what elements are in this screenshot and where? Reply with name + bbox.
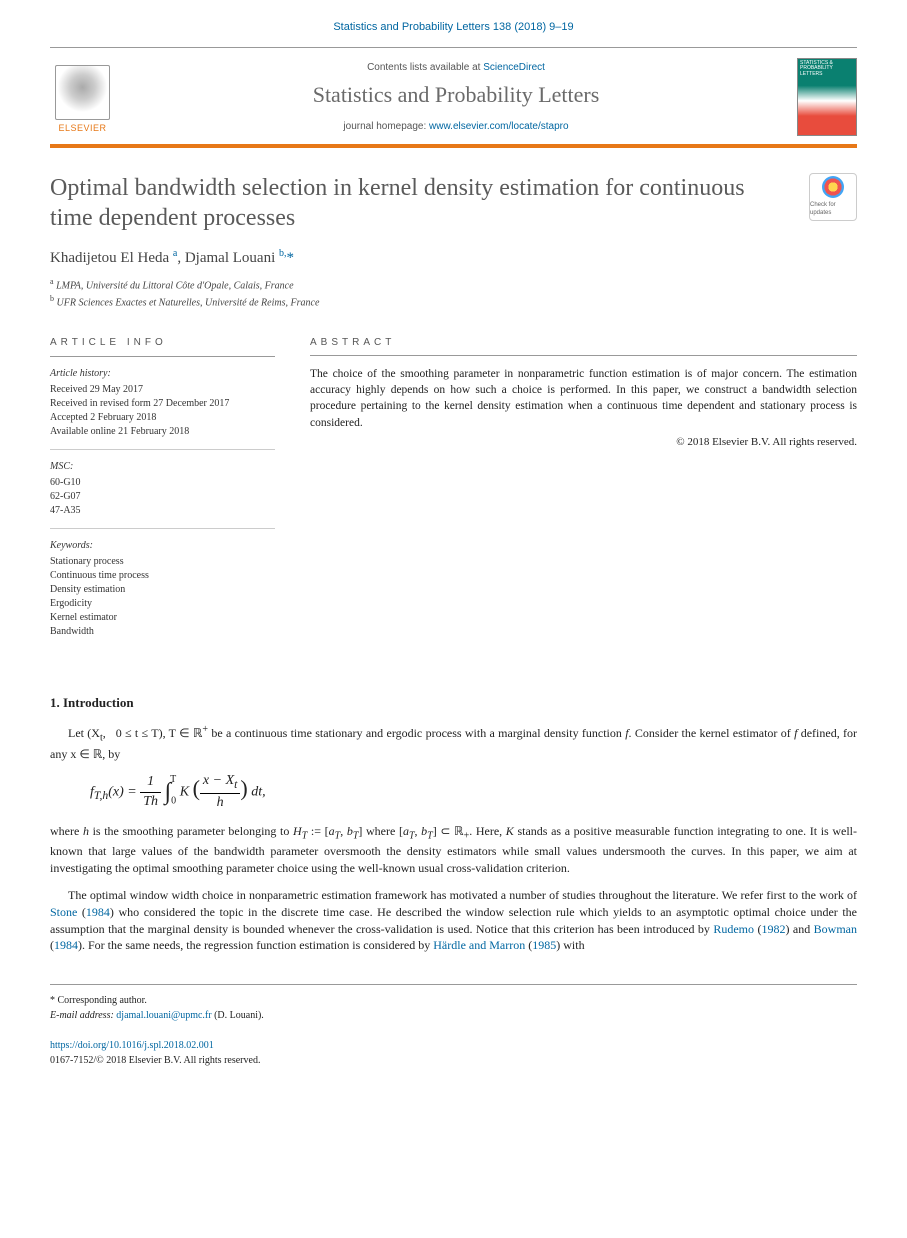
journal-name-heading: Statistics and Probability Letters bbox=[130, 80, 782, 110]
publisher-logo[interactable]: ELSEVIER bbox=[50, 59, 115, 134]
msc-code: 62-G07 bbox=[50, 490, 275, 504]
publisher-name: ELSEVIER bbox=[58, 122, 106, 134]
history-line: Accepted 2 February 2018 bbox=[50, 411, 275, 425]
title-row: Optimal bandwidth selection in kernel de… bbox=[50, 173, 857, 233]
msc-code: 60-G10 bbox=[50, 476, 275, 490]
corresponding-author-label: * Corresponding author. bbox=[50, 993, 857, 1008]
equation-kernel-estimator: fT,h(x) = 1Th ∫0T K (x − Xth) dt, bbox=[90, 772, 857, 812]
keywords-block: Keywords: Stationary process Continuous … bbox=[50, 539, 275, 649]
email-line: E-mail address: djamal.louani@upmc.fr (D… bbox=[50, 1008, 857, 1023]
keyword: Ergodicity bbox=[50, 597, 275, 611]
footer-bottom: https://doi.org/10.1016/j.spl.2018.02.00… bbox=[50, 1038, 857, 1068]
affiliation-a: a LMPA, Université du Littoral Côte d'Op… bbox=[50, 276, 857, 293]
abstract-heading: ABSTRACT bbox=[310, 336, 857, 357]
abstract-copyright: © 2018 Elsevier B.V. All rights reserved… bbox=[310, 435, 857, 450]
affiliation-b: b UFR Sciences Exactes et Naturelles, Un… bbox=[50, 293, 857, 310]
msc-block: MSC: 60-G10 62-G07 47-A35 bbox=[50, 460, 275, 529]
doi-link[interactable]: https://doi.org/10.1016/j.spl.2018.02.00… bbox=[50, 1040, 214, 1051]
bowman-citation-link[interactable]: Bowman bbox=[814, 922, 857, 936]
info-abstract-row: ARTICLE INFO Article history: Received 2… bbox=[50, 336, 857, 659]
abstract-column: ABSTRACT The choice of the smoothing par… bbox=[310, 336, 857, 659]
citation-link[interactable]: Statistics and Probability Letters 138 (… bbox=[333, 21, 573, 33]
journal-cover-thumbnail[interactable]: STATISTICS & PROBABILITY LETTERS bbox=[797, 58, 857, 136]
msc-label: MSC: bbox=[50, 460, 275, 474]
rudemo-year-link[interactable]: 1982 bbox=[761, 922, 785, 936]
header-citation: Statistics and Probability Letters 138 (… bbox=[50, 20, 857, 35]
intro-para-1: Let (Xt, 0 ≤ t ≤ T), T ∈ ℝ+ be a continu… bbox=[50, 723, 857, 762]
article-history-block: Article history: Received 29 May 2017 Re… bbox=[50, 367, 275, 450]
abstract-text: The choice of the smoothing parameter in… bbox=[310, 366, 857, 430]
journal-homepage-line: journal homepage: www.elsevier.com/locat… bbox=[130, 120, 782, 134]
crossmark-icon bbox=[822, 176, 844, 198]
crossmark-badge[interactable]: Check for updates bbox=[809, 173, 857, 221]
homepage-prefix: journal homepage: bbox=[343, 121, 429, 132]
history-line: Received in revised form 27 December 201… bbox=[50, 397, 275, 411]
keyword: Density estimation bbox=[50, 583, 275, 597]
article-info-column: ARTICLE INFO Article history: Received 2… bbox=[50, 336, 275, 659]
history-line: Available online 21 February 2018 bbox=[50, 425, 275, 439]
sciencedirect-link[interactable]: ScienceDirect bbox=[483, 62, 545, 73]
masthead: ELSEVIER Contents lists available at Sci… bbox=[50, 47, 857, 148]
bowman-year-link[interactable]: 1984 bbox=[54, 938, 78, 952]
masthead-center: Contents lists available at ScienceDirec… bbox=[130, 61, 782, 134]
issn-copyright-line: 0167-7152/© 2018 Elsevier B.V. All right… bbox=[50, 1055, 260, 1066]
hardle-citation-link[interactable]: Härdle and Marron bbox=[433, 938, 525, 952]
corresponding-email-link[interactable]: djamal.louani@upmc.fr bbox=[116, 1010, 211, 1021]
hardle-year-link[interactable]: 1985 bbox=[532, 938, 556, 952]
keywords-label: Keywords: bbox=[50, 539, 275, 553]
elsevier-tree-icon bbox=[55, 65, 110, 120]
article-title: Optimal bandwidth selection in kernel de… bbox=[50, 173, 789, 233]
keyword: Stationary process bbox=[50, 555, 275, 569]
history-label: Article history: bbox=[50, 367, 275, 381]
crossmark-label: Check for updates bbox=[810, 201, 856, 217]
article-info-heading: ARTICLE INFO bbox=[50, 336, 275, 357]
rudemo-citation-link[interactable]: Rudemo bbox=[713, 922, 754, 936]
keyword: Bandwidth bbox=[50, 625, 275, 639]
contents-available-line: Contents lists available at ScienceDirec… bbox=[130, 61, 782, 75]
stone-year-link[interactable]: 1984 bbox=[86, 905, 110, 919]
intro-para-2: where h is the smoothing parameter belon… bbox=[50, 823, 857, 877]
keyword: Continuous time process bbox=[50, 569, 275, 583]
section-1-heading: 1. Introduction bbox=[50, 694, 857, 712]
msc-code: 47-A35 bbox=[50, 504, 275, 518]
journal-homepage-link[interactable]: www.elsevier.com/locate/stapro bbox=[429, 121, 569, 132]
history-line: Received 29 May 2017 bbox=[50, 383, 275, 397]
authors-line: Khadijetou El Heda a, Djamal Louani b,* bbox=[50, 247, 857, 268]
stone-citation-link[interactable]: Stone bbox=[50, 905, 77, 919]
page-footer: * Corresponding author. E-mail address: … bbox=[50, 984, 857, 1068]
affiliations: a LMPA, Université du Littoral Côte d'Op… bbox=[50, 276, 857, 311]
keyword: Kernel estimator bbox=[50, 611, 275, 625]
intro-para-3: The optimal window width choice in nonpa… bbox=[50, 887, 857, 954]
contents-prefix: Contents lists available at bbox=[367, 62, 483, 73]
